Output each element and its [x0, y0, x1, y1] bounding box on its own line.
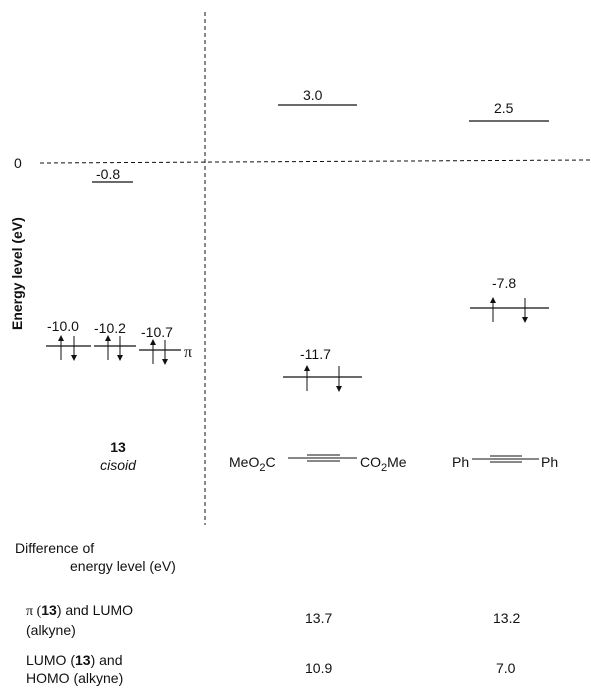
spin-up-arrow-icon	[58, 335, 64, 341]
svg-text:CO2Me: CO2Me	[360, 454, 407, 474]
table-row-1-value-1: 13.7	[305, 610, 333, 626]
alkyne1-homo-level	[283, 365, 362, 392]
table-row-1-value-2: 13.2	[493, 610, 521, 626]
table-header: Difference of energy level (eV)	[15, 539, 176, 575]
zero-level-line	[39, 159, 591, 164]
table-row-1-label: π (13) and LUMO (alkyne)	[26, 602, 134, 638]
spin-down-arrow-icon	[117, 355, 123, 361]
spin-up-arrow-icon	[490, 297, 496, 303]
spin-up-arrow-icon	[150, 339, 156, 345]
alkyne2-homo-level	[470, 297, 549, 323]
compound13-number: 13	[110, 439, 126, 455]
table-header-line2: energy level (eV)	[70, 558, 176, 574]
alkyne2-homo-value: -7.8	[492, 275, 516, 291]
spin-up-arrow-icon	[105, 335, 111, 341]
spin-down-arrow-icon	[522, 317, 528, 323]
alkyne1-homo-value: -11.7	[300, 346, 331, 362]
spin-down-arrow-icon	[336, 386, 342, 392]
table-row-2-value-1: 10.9	[305, 660, 333, 676]
alkyne1-structure: MeO2C CO2Me	[229, 454, 407, 474]
alkyne2-structure: Ph Ph	[452, 454, 558, 470]
compound13-lumo-value: -0.8	[96, 166, 120, 182]
compound13-level-1-value: -10.0	[47, 318, 79, 334]
y-axis-label: Energy level (eV)	[9, 217, 25, 330]
pi-label: π	[184, 344, 192, 361]
compound13-level-2	[94, 335, 136, 361]
table-header-line1: Difference of	[15, 540, 95, 556]
compound13-level-2-value: -10.2	[94, 320, 126, 336]
spin-down-arrow-icon	[71, 355, 77, 361]
alkyne1-lumo-value: 3.0	[303, 87, 323, 103]
table-row-2-label: LUMO (13) and HOMO (alkyne)	[26, 652, 124, 686]
compound13-level-3-value: -10.7	[141, 324, 173, 340]
spin-up-arrow-icon	[304, 365, 310, 371]
zero-label: 0	[14, 155, 22, 171]
compound13-level-3	[139, 339, 181, 365]
compound13-conformation: cisoid	[100, 457, 137, 473]
svg-text:Ph: Ph	[541, 454, 558, 470]
svg-text:Ph: Ph	[452, 454, 469, 470]
spin-down-arrow-icon	[162, 359, 168, 365]
compound13-level-1	[46, 335, 91, 361]
alkyne2-lumo-value: 2.5	[494, 100, 514, 116]
svg-text:MeO2C: MeO2C	[229, 454, 276, 474]
table-row-2-value-2: 7.0	[496, 660, 516, 676]
